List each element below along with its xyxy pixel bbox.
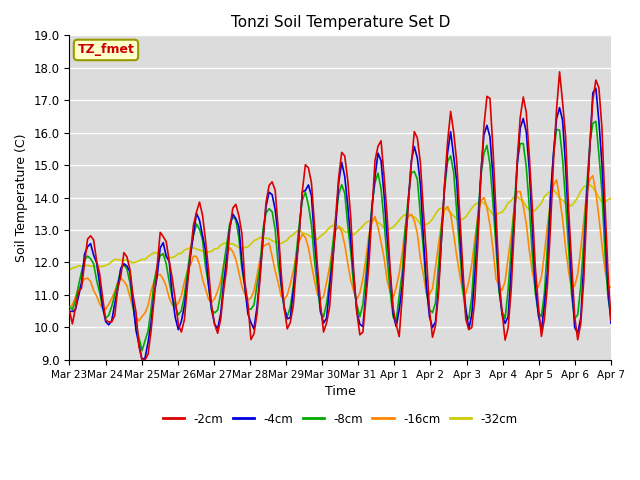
Title: Tonzi Soil Temperature Set D: Tonzi Soil Temperature Set D [230,15,450,30]
Y-axis label: Soil Temperature (C): Soil Temperature (C) [15,133,28,262]
Legend: -2cm, -4cm, -8cm, -16cm, -32cm: -2cm, -4cm, -8cm, -16cm, -32cm [158,408,522,431]
X-axis label: Time: Time [325,385,356,398]
Text: TZ_fmet: TZ_fmet [77,44,134,57]
